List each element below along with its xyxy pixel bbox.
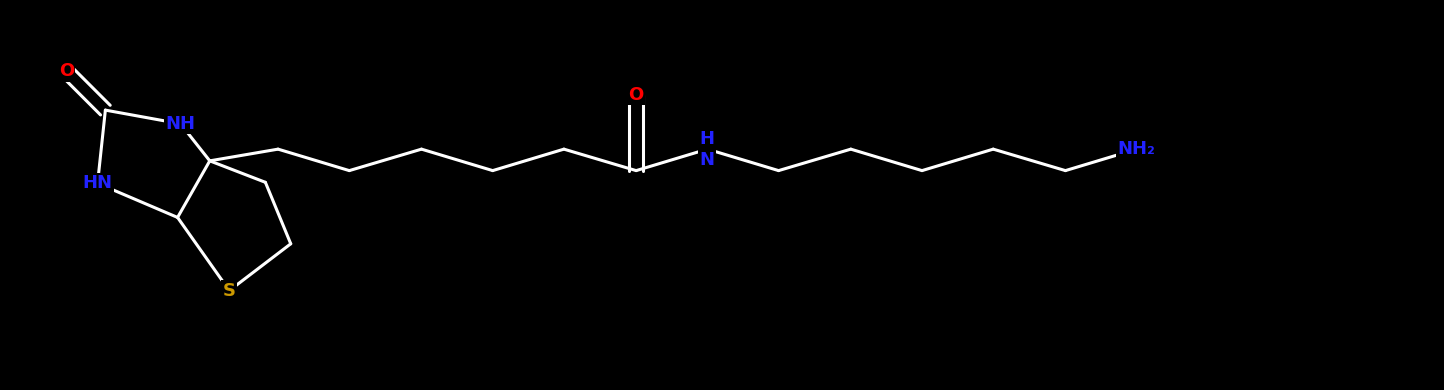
Text: S: S (222, 282, 235, 300)
Text: H
N: H N (700, 130, 715, 168)
Text: O: O (628, 85, 644, 103)
Text: HN: HN (82, 174, 113, 192)
Text: O: O (59, 62, 74, 80)
Text: NH: NH (166, 115, 195, 133)
Text: NH₂: NH₂ (1118, 140, 1155, 158)
